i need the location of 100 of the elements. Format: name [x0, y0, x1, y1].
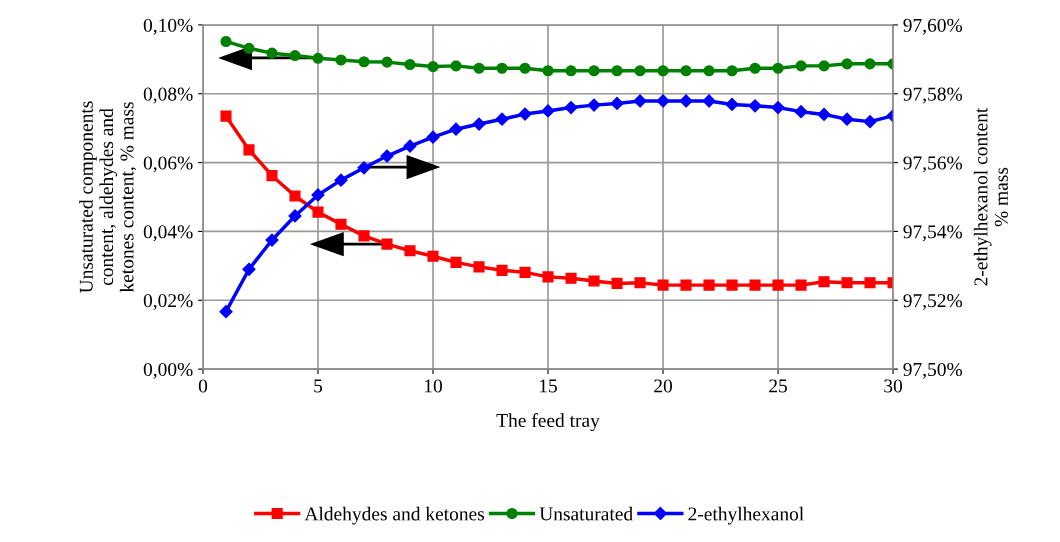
point — [404, 58, 416, 71]
point — [611, 65, 623, 77]
point — [242, 262, 256, 276]
point — [633, 94, 647, 108]
x-tick-label: 0 — [198, 379, 208, 393]
point — [334, 173, 348, 187]
point — [288, 209, 302, 223]
point — [289, 50, 301, 62]
y2-tick-label: 97,60% — [903, 18, 963, 35]
y2-tick-label: 97,56% — [903, 156, 963, 173]
point — [587, 98, 601, 112]
point — [679, 94, 693, 108]
point — [496, 264, 508, 276]
legend-label: Aldehydes and ketones — [304, 506, 485, 525]
point — [358, 56, 370, 68]
point — [358, 230, 370, 242]
point — [565, 65, 577, 77]
point — [519, 62, 531, 74]
x-tick-label: 10 — [425, 379, 442, 393]
point — [841, 58, 853, 70]
point — [863, 115, 877, 129]
point — [726, 65, 738, 77]
point — [426, 130, 440, 144]
point — [243, 144, 255, 156]
point — [864, 277, 876, 289]
point — [588, 275, 600, 287]
point — [748, 99, 762, 113]
point — [220, 110, 232, 122]
y-tick-label: 0,00% — [143, 362, 193, 379]
x-tick-label: 15 — [540, 379, 557, 393]
point — [818, 276, 830, 288]
point — [702, 94, 716, 108]
point — [703, 279, 715, 291]
point — [450, 60, 462, 72]
point — [265, 233, 279, 247]
point — [794, 105, 808, 119]
point — [266, 47, 278, 59]
point — [427, 250, 439, 262]
y2-axis-title: 2-ethylhexanol content % mass — [973, 107, 1008, 286]
point — [818, 60, 830, 72]
point — [542, 65, 554, 77]
point — [564, 100, 578, 115]
point — [565, 272, 577, 284]
point — [335, 218, 347, 230]
point — [588, 65, 600, 77]
point — [381, 56, 393, 68]
point — [725, 97, 739, 112]
point — [381, 238, 393, 250]
point — [449, 122, 463, 136]
legend-label: 2-ethylhexanol — [688, 506, 804, 525]
x-tick-label: 5 — [314, 379, 323, 393]
y2-tick-label: 97,54% — [903, 225, 963, 242]
y-tick-label: 0,04% — [143, 225, 193, 242]
point — [795, 60, 807, 72]
point — [771, 100, 785, 115]
point — [311, 188, 325, 202]
point — [519, 266, 531, 278]
point — [289, 190, 301, 202]
point — [403, 139, 417, 153]
point — [404, 245, 416, 257]
point — [219, 305, 233, 319]
point — [795, 279, 807, 291]
x-tick-label: 30 — [884, 379, 903, 393]
y-tick-label: 0,08% — [143, 87, 193, 104]
y-axis-title: Unsaturated components content, aldehydes and ketones content, % mass — [79, 101, 137, 293]
point — [243, 42, 255, 54]
point — [634, 65, 646, 77]
point — [220, 35, 232, 48]
y2-tick-label: 97,58% — [903, 87, 963, 104]
point — [357, 161, 371, 175]
y-tick-label: 0,10% — [143, 18, 193, 35]
point — [749, 62, 761, 74]
legend-label: Unsaturated — [539, 506, 633, 521]
point — [703, 65, 715, 77]
point — [680, 65, 692, 77]
y-tick-label: 0,02% — [143, 294, 193, 310]
point — [726, 279, 738, 291]
y2-tick-label: 97,50% — [903, 362, 963, 379]
point — [772, 279, 784, 291]
point — [656, 94, 670, 108]
point — [680, 279, 692, 291]
point — [518, 107, 532, 121]
point — [657, 65, 669, 77]
point — [472, 117, 486, 131]
point — [634, 277, 646, 289]
point — [817, 107, 831, 122]
point — [541, 104, 555, 118]
point — [864, 58, 876, 70]
point — [610, 96, 624, 110]
point — [427, 61, 439, 73]
point — [495, 112, 509, 126]
point — [840, 112, 854, 126]
point — [542, 271, 554, 283]
y2-tick-label: 97,52% — [903, 294, 963, 310]
point — [450, 256, 462, 268]
point — [473, 261, 485, 273]
point — [496, 62, 508, 74]
point — [335, 54, 347, 66]
y-tick-label: 0,06% — [143, 156, 193, 173]
point — [657, 279, 669, 291]
